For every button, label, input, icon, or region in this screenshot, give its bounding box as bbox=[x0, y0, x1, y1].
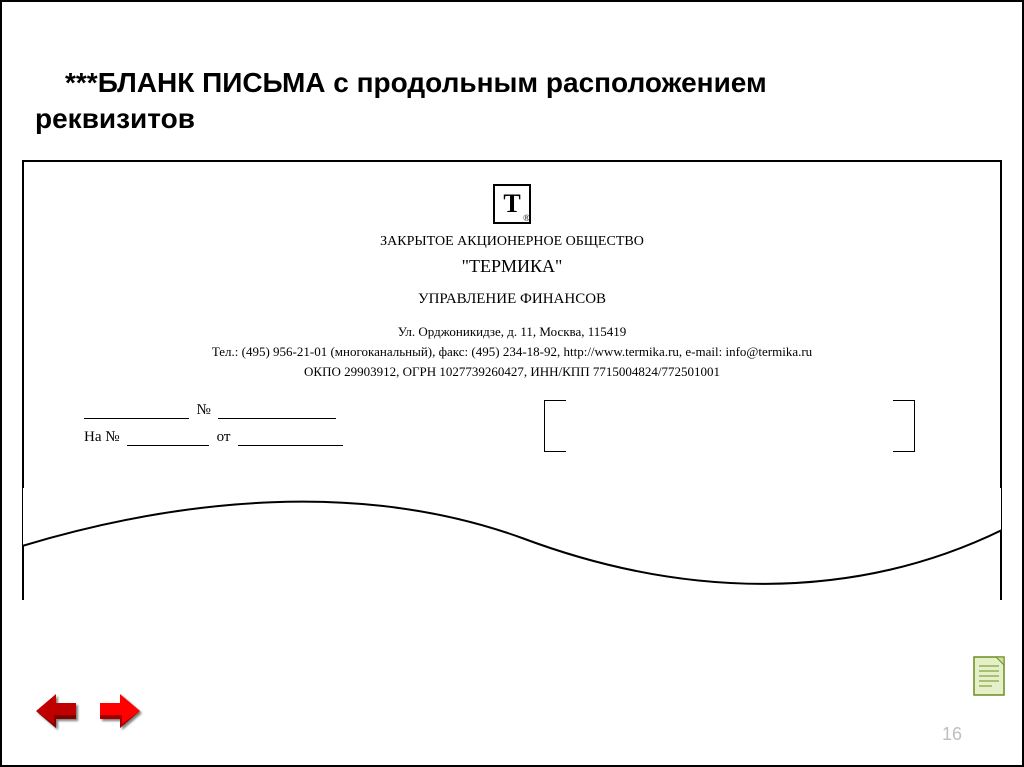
nav-back-button[interactable] bbox=[36, 692, 76, 735]
reply-prefix: На № bbox=[84, 429, 120, 445]
title-line-2: реквизитов bbox=[35, 101, 989, 137]
address-line: Ул. Орджоникидзе, д. 11, Москва, 115419 bbox=[24, 324, 1000, 340]
reply-number-underline bbox=[127, 430, 209, 446]
company-logo: T ® bbox=[493, 184, 531, 224]
department-name: УПРАВЛЕНИЕ ФИНАНСОВ bbox=[24, 291, 1000, 308]
torn-edge-wave bbox=[22, 488, 1002, 608]
contacts-line: Тел.: (495) 956-21-01 (многоканальный), … bbox=[24, 344, 1000, 360]
number-field-underline bbox=[218, 403, 336, 419]
company-name: "ТЕРМИКА" bbox=[24, 256, 1000, 277]
reply-reference-line: На № от bbox=[84, 429, 343, 446]
arrow-right-icon bbox=[100, 692, 140, 730]
letterhead: T ® ЗАКРЫТОЕ АКЦИОНЕРНОЕ ОБЩЕСТВО "ТЕРМИ… bbox=[24, 162, 1000, 380]
reference-fields: № На № от bbox=[84, 402, 343, 456]
home-page-icon[interactable] bbox=[972, 655, 1006, 697]
number-symbol: № bbox=[197, 402, 211, 418]
reply-from-label: от bbox=[217, 429, 231, 445]
addressee-bracket-left bbox=[544, 400, 566, 452]
title-line-1: ***БЛАНК ПИСЬМА с продольным расположени… bbox=[65, 65, 989, 101]
nav-forward-button[interactable] bbox=[100, 692, 140, 735]
company-type: ЗАКРЫТОЕ АКЦИОНЕРНОЕ ОБЩЕСТВО bbox=[24, 234, 1000, 250]
date-field-underline bbox=[84, 403, 189, 419]
addressee-bracket-right bbox=[893, 400, 915, 452]
codes-line: ОКПО 29903912, ОГРН 1027739260427, ИНН/К… bbox=[24, 364, 1000, 380]
outgoing-number-line: № bbox=[84, 402, 343, 419]
slide-title: ***БЛАНК ПИСЬМА с продольным расположени… bbox=[35, 65, 989, 138]
logo-registered-mark: ® bbox=[523, 213, 530, 223]
reply-date-underline bbox=[238, 430, 343, 446]
page-number: 16 bbox=[942, 724, 962, 745]
arrow-left-icon bbox=[36, 692, 76, 730]
